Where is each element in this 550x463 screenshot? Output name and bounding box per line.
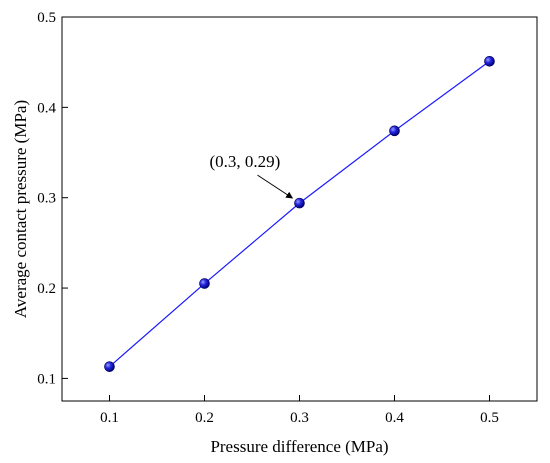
- y-axis-ticks: 0.1 0.2 0.3 0.4 0.5: [37, 10, 68, 387]
- data-point: [104, 361, 115, 372]
- data-point: [294, 197, 305, 209]
- plot-area: [61, 16, 538, 402]
- x-tick-label: 0.2: [195, 410, 214, 426]
- y-tick-label: 0.4: [37, 100, 56, 116]
- x-tick-label: 0.1: [100, 410, 119, 426]
- x-axis-title: Pressure difference (MPa): [210, 437, 388, 456]
- y-tick-label: 0.1: [37, 371, 56, 387]
- y-tick-label: 0.2: [37, 281, 56, 297]
- series-points: [104, 55, 495, 372]
- data-point: [389, 125, 400, 137]
- y-tick-label: 0.3: [37, 191, 56, 207]
- x-tick-label: 0.5: [480, 410, 499, 426]
- annotation-label: (0.3, 0.29): [210, 152, 281, 171]
- x-axis-ticks: 0.1 0.2 0.3 0.4 0.5: [100, 395, 499, 426]
- data-point: [484, 55, 495, 67]
- x-tick-label: 0.3: [290, 410, 309, 426]
- x-tick-label: 0.4: [385, 410, 404, 426]
- y-tick-label: 0.5: [37, 10, 56, 26]
- y-axis-title: Average contact pressure (MPa): [11, 100, 30, 318]
- annotation: (0.3, 0.29): [210, 152, 294, 199]
- annotation-arrow: [257, 174, 294, 199]
- data-point: [199, 278, 210, 289]
